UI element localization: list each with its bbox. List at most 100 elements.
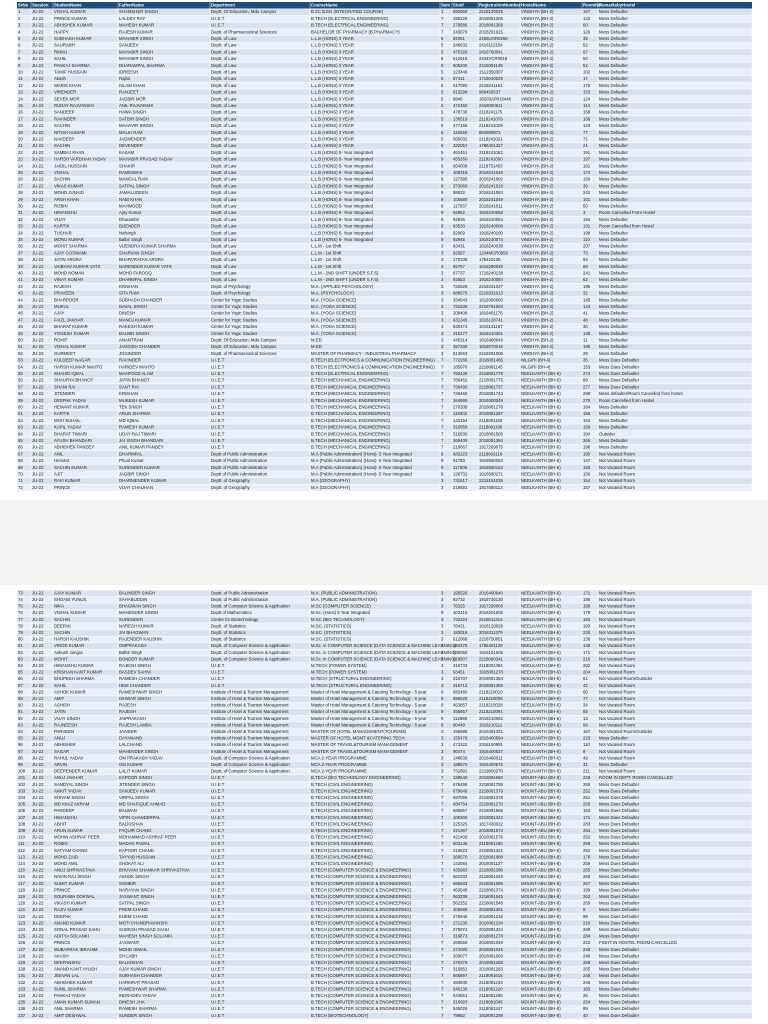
table-cell: VINDHYA (BH-2) — [521, 190, 554, 195]
table-cell: Mess Defaulter — [599, 284, 628, 289]
table-cell: U.I.E.T — [211, 927, 225, 932]
table-cell: JU-22 — [32, 197, 44, 202]
table-cell: JU-22 — [32, 947, 44, 952]
table-cell: 268 — [583, 960, 591, 965]
table-cell: VINDHYA (BH-2) — [521, 29, 554, 34]
table-cell: VINDHYA (BH-2) — [521, 244, 554, 249]
table-cell: 1816400594 — [479, 736, 504, 741]
table-cell: 7 — [441, 364, 444, 369]
table-cell: MOUNT-ABU (BH-8) — [521, 940, 561, 945]
table-cell: Mess Dues Defaulter — [599, 901, 640, 906]
table-cell: JU-22 — [32, 116, 44, 121]
table-cell: JU-22 — [32, 953, 44, 958]
table-cell: 27 — [18, 183, 23, 188]
table-cell: 1615141187 — [479, 324, 503, 329]
table-cell: DEEPENDER KUMAR — [54, 769, 97, 774]
table-cell: NILGIRI (BH-4) — [521, 358, 551, 363]
table-cell: 613298 — [453, 90, 468, 95]
table-cell: MAHABIR SINGH — [119, 36, 153, 41]
table-cell: 2218081565 — [479, 808, 504, 813]
table-cell: 48 — [583, 317, 588, 322]
table-cell: 2118210091 — [479, 709, 503, 714]
table-cell: PRINCE KUMAR — [54, 16, 87, 21]
table-cell: VINDHYA (BH-2) — [521, 230, 554, 235]
table-cell: JU-22 — [32, 887, 44, 892]
table-cell: Not Vacated Room — [599, 742, 635, 747]
table-cell: JU-22 — [32, 802, 44, 807]
table-cell: U.I.E.T — [211, 821, 225, 826]
table-cell: MOUNT-ABU (BH-8) — [521, 881, 561, 886]
table-cell: Outsider — [599, 431, 616, 436]
table-cell: Center for Yogic Studies — [211, 324, 257, 329]
table-cell: B.TECH (COMPUTER SCIENCE & ENGINEERING) — [311, 960, 412, 965]
table-cell: 117008 — [453, 465, 468, 470]
table-cell: JU-22 — [32, 190, 44, 195]
table-cell: JU-22 — [32, 775, 44, 780]
table-cell: JAGMENDER — [119, 136, 146, 141]
table-cell: MOUNT-ABU (BH-8) — [521, 973, 561, 978]
table-cell: MAHESH SINGH SOLANKI — [119, 934, 172, 939]
table-cell: Mess Defaulter — [599, 163, 628, 168]
table-cell: MOUNT-ABU (BH-8) — [521, 934, 561, 939]
table-cell: 92962 — [453, 210, 466, 215]
table-cell: 157 — [583, 729, 591, 734]
table-cell: VIRENDER — [54, 90, 76, 95]
table-cell: NEELKANTH (BH-6) — [521, 371, 561, 376]
table-cell: Rajbir — [119, 76, 131, 81]
table-cell: 1918240100 — [479, 230, 504, 235]
table-cell: JU-22 — [32, 183, 44, 188]
table-cell: Not Vacated Room — [599, 643, 635, 648]
table-cell: 316936 — [453, 431, 468, 436]
table-cell: Institute of Hotel & Tourism Management — [211, 742, 289, 747]
table-cell: 7 — [18, 49, 21, 54]
table-cell: 138 — [583, 331, 591, 336]
table-cell: SACHIN — [54, 143, 70, 148]
table-cell: 483945 — [453, 980, 468, 985]
table-cell: Not Vacated Room — [599, 670, 635, 675]
table-cell: U.I.E.T — [211, 914, 225, 919]
table-cell: FAIZL JAKHAR — [54, 317, 83, 322]
table-cell: JU-22 — [32, 398, 44, 403]
table-cell: JU-22 — [32, 854, 44, 859]
table-cell: 2018081364 — [479, 676, 504, 681]
table-cell: L.L.B (HONS) 5- Year Integrated — [311, 183, 373, 188]
table-cell: B.TECH (MECHANICAL ENGINEERING) — [311, 425, 391, 430]
table-cell: 178420135 — [479, 257, 501, 262]
table-cell: JU-22 — [32, 874, 44, 879]
table-cell: 5 — [441, 103, 444, 108]
table-cell: 277 — [583, 384, 591, 389]
table-cell: NIKA — [54, 604, 64, 609]
table-cell: JU-22 — [32, 881, 44, 886]
table-cell: NEELKANTH (BH-6) — [521, 762, 561, 767]
table-cell: 7 — [441, 398, 444, 403]
table-cell: 7 — [441, 371, 444, 376]
table-cell: MOHD JUNAID — [54, 190, 84, 195]
table-cell: 89 — [583, 1006, 588, 1011]
table-cell: 7 — [441, 358, 444, 363]
table-cell: 3 — [441, 755, 444, 760]
table-cell: 92732 — [453, 597, 466, 602]
table-cell: JU-22 — [32, 384, 44, 389]
table-cell: Mess Dues Defaulter — [599, 782, 640, 787]
table-cell: 2018081137 — [479, 861, 503, 866]
table-cell: 2018241002 — [479, 177, 504, 182]
table-cell: 171 — [583, 815, 591, 820]
table-cell: JU-22 — [32, 297, 44, 302]
table-cell: BHUVANI SHANKAR SHRIVASTAVA — [119, 868, 190, 873]
table-cell: U.I.E.T — [211, 960, 225, 965]
table-cell: PRINCE — [54, 485, 70, 490]
table-cell: 545028 — [453, 1006, 468, 1011]
table-cell: 9 — [441, 451, 444, 456]
table-cell: 4 — [18, 29, 21, 34]
table-cell: 1918580053 — [479, 458, 504, 463]
table-cell: Deptt of Mathematics — [211, 610, 252, 615]
table-cell: 2218081755 — [479, 782, 504, 787]
table-cell: JU-22 — [32, 69, 44, 74]
table-cell: 3 — [441, 643, 444, 648]
table-cell: JU-22 — [32, 604, 44, 609]
table-cell: 455857 — [453, 709, 468, 714]
table-cell: 90449 — [453, 722, 466, 727]
table-cell: VISHAL KUMAR — [54, 610, 86, 615]
table-cell: Deptt. of Law — [211, 197, 237, 202]
table-cell: MASTER OF HOTEL MGMT &CATERING TECH. — [311, 736, 406, 741]
